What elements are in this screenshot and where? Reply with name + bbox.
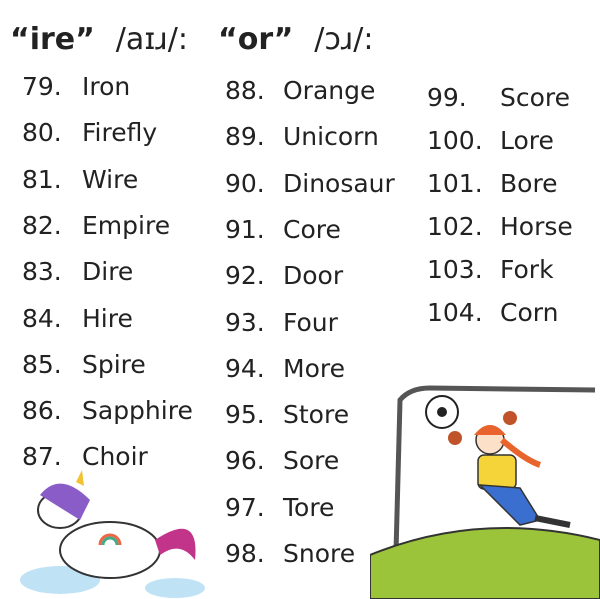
item-word: Hire <box>82 303 133 333</box>
item-number: 89. <box>225 122 265 152</box>
heading-word: “or” <box>218 22 294 57</box>
item-word: Choir <box>82 442 148 472</box>
item-number: 97. <box>225 492 265 522</box>
item-number: 99. <box>427 83 467 112</box>
item-number: 88. <box>225 76 265 105</box>
heading-or: “or” /ɔɹ/: <box>218 22 374 57</box>
item-number: 86. <box>22 396 62 426</box>
item-number: 83. <box>22 257 62 287</box>
item-word: Door <box>283 261 344 291</box>
item-number: 79. <box>22 72 62 101</box>
item-word: More <box>283 353 345 383</box>
item-number: 95. <box>225 400 265 430</box>
item-number: 92. <box>225 261 265 291</box>
item-word: Orange <box>283 76 376 105</box>
item-word: Corn <box>500 298 559 327</box>
heading-word: “ire” <box>10 22 95 57</box>
item-word: Core <box>283 214 341 244</box>
item-word: Snore <box>283 539 356 568</box>
item-number: 100. <box>427 126 483 155</box>
item-number: 96. <box>225 446 265 476</box>
item-number: 103. <box>427 255 483 284</box>
item-word: Sapphire <box>82 396 193 426</box>
item-number: 90. <box>225 168 265 198</box>
item-word: Sore <box>283 446 340 476</box>
item-word: Spire <box>82 349 146 379</box>
heading-ipa: /ɔɹ/: <box>314 22 374 57</box>
item-word: Score <box>500 83 571 112</box>
item-word: Tore <box>283 492 335 522</box>
item-word: Fork <box>500 255 554 284</box>
unicorn-illustration <box>20 470 205 598</box>
item-number: 81. <box>22 164 62 194</box>
item-word: Dinosaur <box>283 168 395 198</box>
item-word: Empire <box>82 210 171 240</box>
item-number: 84. <box>22 303 62 333</box>
item-number: 104. <box>427 298 483 327</box>
item-number: 91. <box>225 214 265 244</box>
item-number: 98. <box>225 539 265 568</box>
item-word: Bore <box>500 169 558 198</box>
item-word: Dire <box>82 257 134 287</box>
item-word: Unicorn <box>283 122 379 152</box>
item-number: 101. <box>427 169 483 198</box>
item-number: 102. <box>427 212 483 241</box>
item-number: 93. <box>225 307 265 337</box>
item-word: Four <box>283 307 338 337</box>
item-number: 85. <box>22 349 62 379</box>
item-word: Iron <box>82 72 131 101</box>
heading-ire: “ire” /aɪɹ/: <box>10 22 188 57</box>
item-word: Wire <box>82 164 139 194</box>
item-word: Store <box>283 400 350 430</box>
item-word: Horse <box>500 212 573 241</box>
item-number: 87. <box>22 442 62 472</box>
goalkeeper-illustration <box>370 385 600 599</box>
item-number: 80. <box>22 118 62 148</box>
item-number: 82. <box>22 210 62 240</box>
item-number: 94. <box>225 353 265 383</box>
heading-ipa: /aɪɹ/: <box>115 22 189 57</box>
item-word: Firefly <box>82 118 158 148</box>
item-word: Lore <box>500 126 554 155</box>
